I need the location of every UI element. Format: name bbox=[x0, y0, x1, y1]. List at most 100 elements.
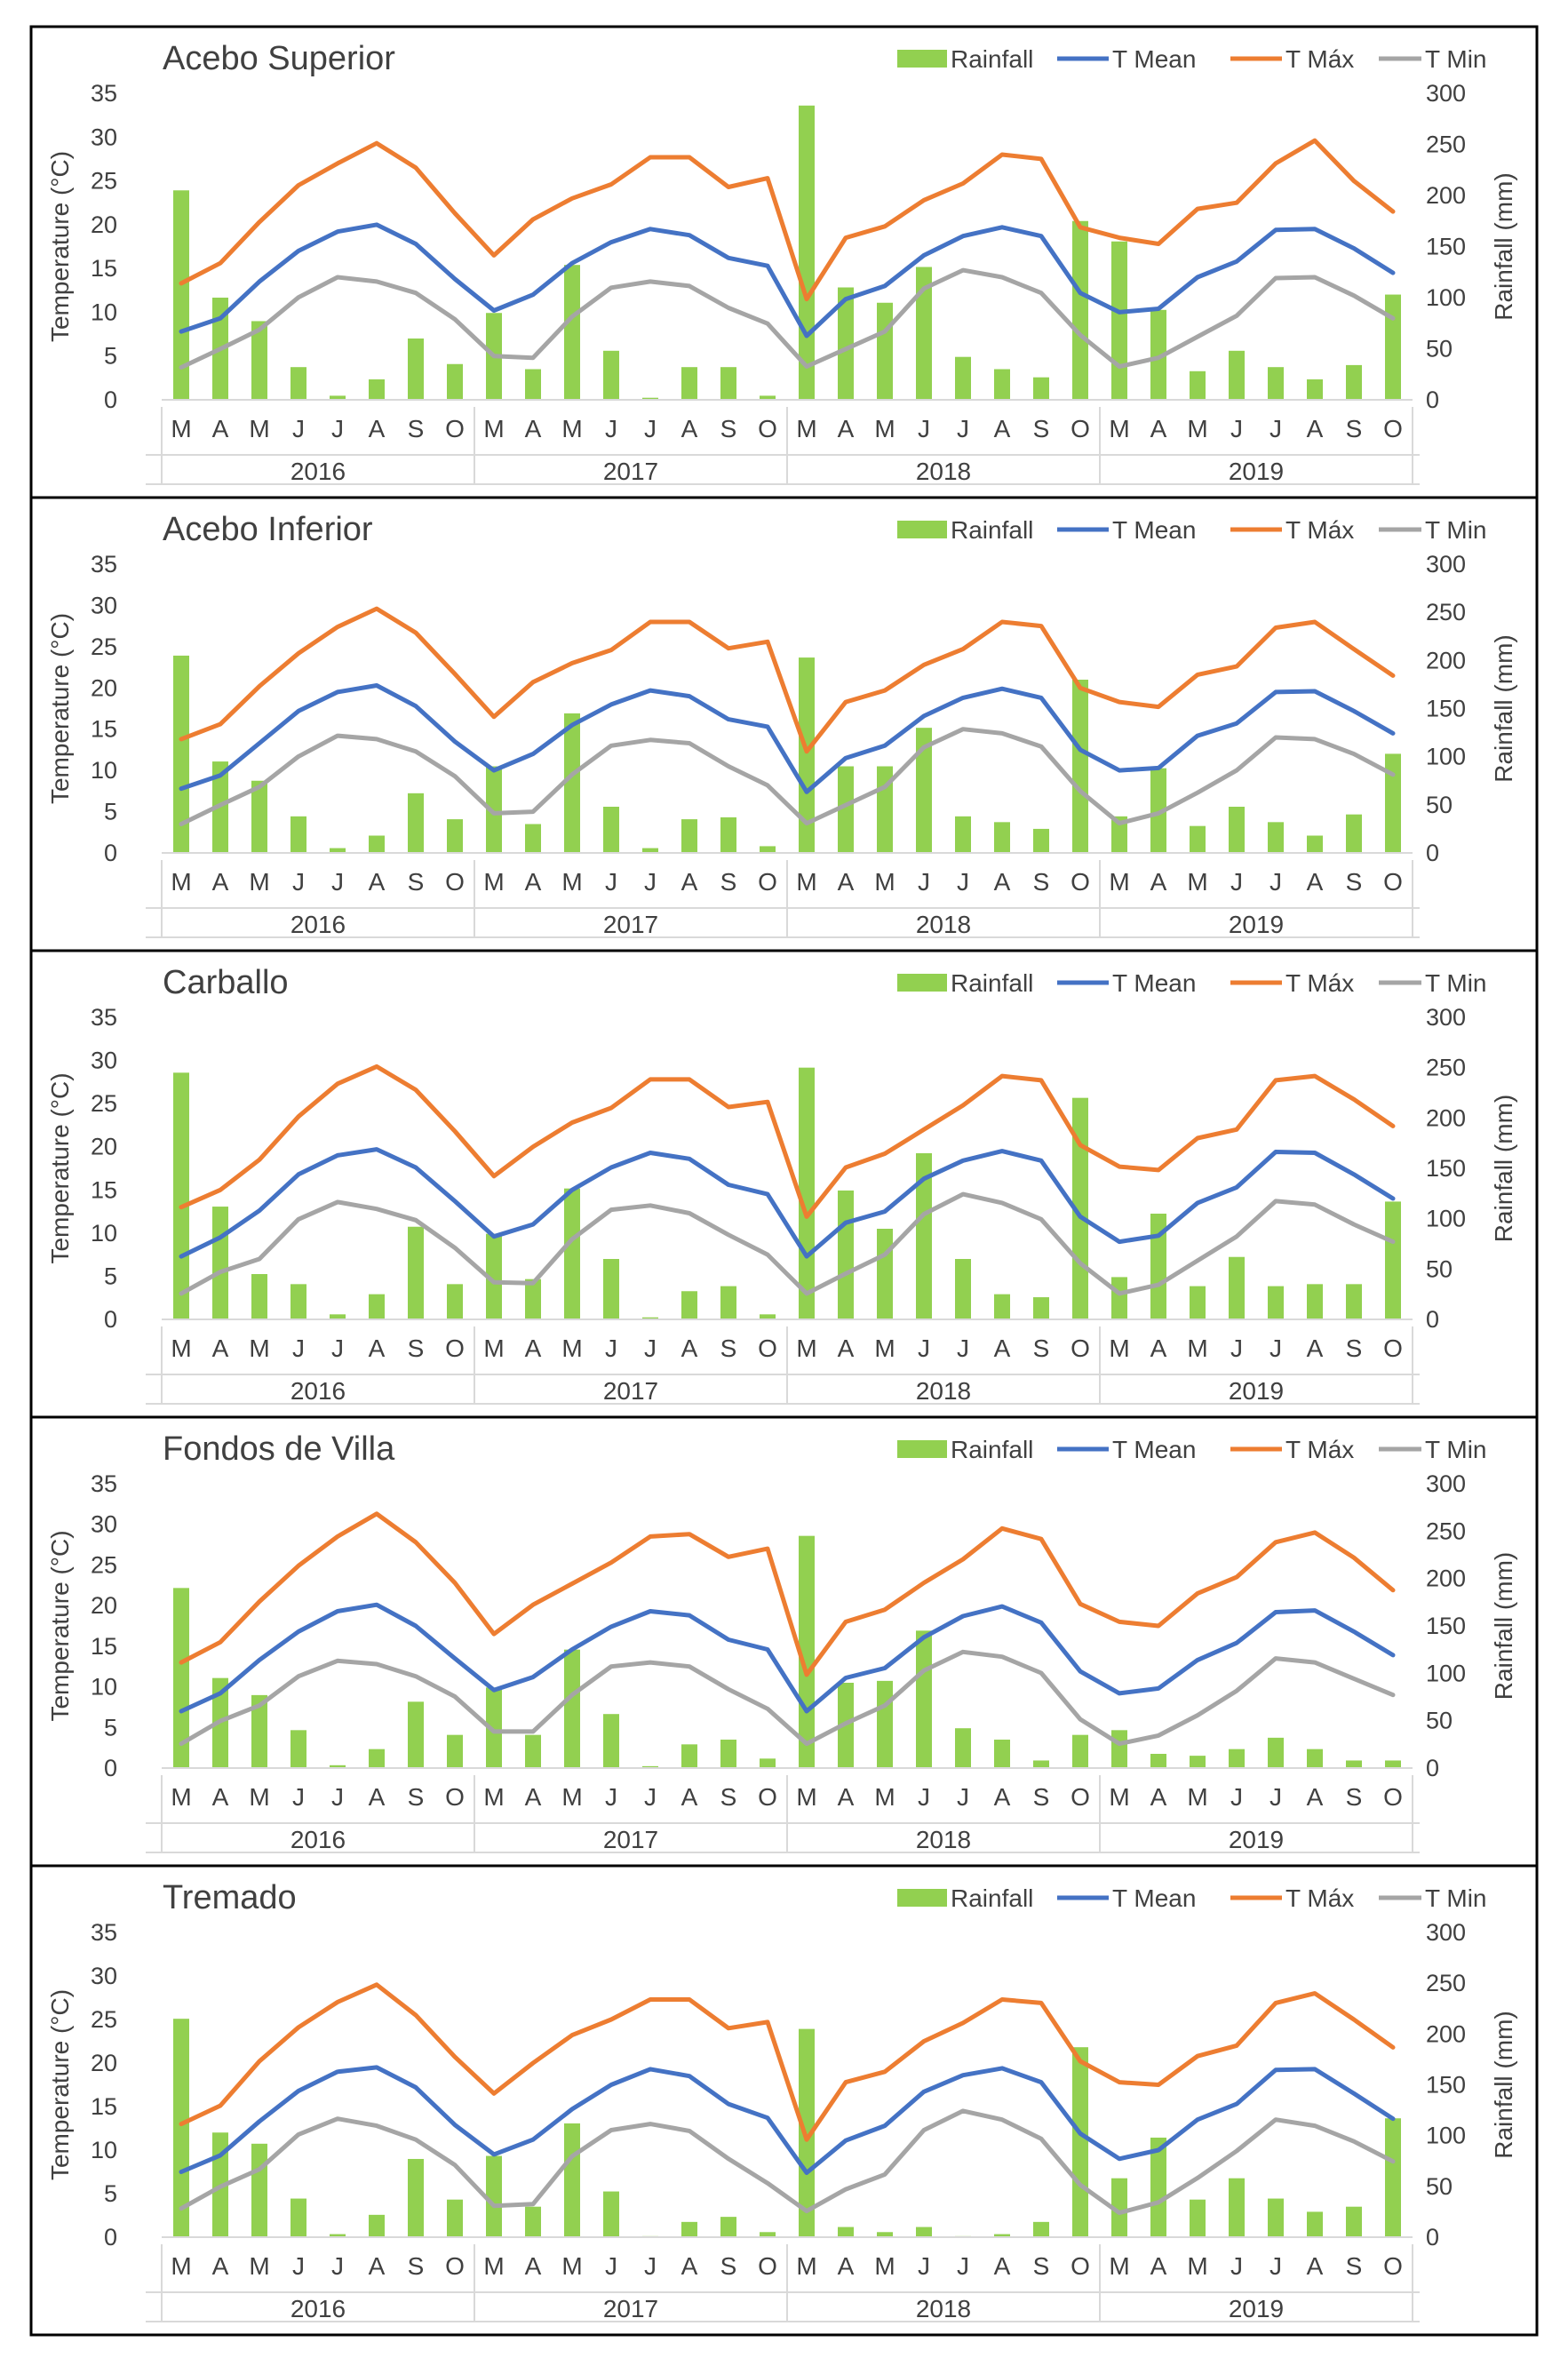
t-mean-line bbox=[179, 1147, 1396, 1259]
rainfall-bar bbox=[760, 1758, 776, 1768]
legend-swatch-rainfall bbox=[897, 521, 947, 538]
x-tick-label: S bbox=[1033, 415, 1050, 442]
rainfall-bar bbox=[955, 1728, 971, 1768]
rainfall-bar bbox=[408, 2158, 424, 2237]
legend: Rainfall T Mean T Máx T Min bbox=[897, 516, 1487, 544]
x-tick-label: M bbox=[171, 868, 191, 896]
rainfall-bar bbox=[1190, 825, 1206, 853]
rainfall-bar bbox=[642, 397, 658, 400]
rainfall-bar bbox=[330, 1314, 346, 1319]
x-tick-label: M bbox=[874, 868, 895, 896]
x-tick-label: A bbox=[525, 1334, 542, 1362]
rainfall-bar bbox=[720, 1286, 736, 1319]
rainfall-bar bbox=[916, 267, 932, 400]
x-tick-label: M bbox=[1187, 868, 1207, 896]
y2-tick-label: 100 bbox=[1426, 284, 1466, 311]
y-tick-label: 30 bbox=[91, 592, 117, 618]
x-tick-label: J bbox=[1270, 1783, 1282, 1811]
rainfall-bar bbox=[251, 1274, 267, 1319]
y2-tick-label: 100 bbox=[1426, 744, 1466, 770]
y-tick-label: 5 bbox=[104, 343, 117, 370]
y2-tick-label: 250 bbox=[1426, 1055, 1466, 1081]
y-tick-label: 25 bbox=[91, 1551, 117, 1578]
legend-label-t-max: T Máx bbox=[1285, 516, 1354, 544]
y-tick-label: 25 bbox=[91, 1090, 117, 1117]
y2-tick-label: 300 bbox=[1426, 1919, 1466, 1946]
x-tick-label: M bbox=[249, 415, 269, 442]
x-tick-label: J bbox=[331, 1783, 344, 1811]
y2-tick-label: 300 bbox=[1426, 551, 1466, 578]
rainfall-bar bbox=[642, 1317, 658, 1319]
x-tick-label: O bbox=[445, 868, 465, 896]
y-tick-label: 10 bbox=[91, 299, 117, 325]
rainfall-bar bbox=[1385, 2118, 1401, 2237]
x-tick-label: M bbox=[171, 1783, 191, 1811]
y2-tick-label: 200 bbox=[1426, 647, 1466, 673]
legend-label-t-max: T Máx bbox=[1285, 1884, 1354, 1912]
y2-tick-label: 0 bbox=[1426, 840, 1439, 866]
t-max-line bbox=[179, 1064, 1396, 1219]
rainfall-bar bbox=[525, 2206, 541, 2237]
rainfall-bar bbox=[994, 2234, 1010, 2237]
x-tick-label: M bbox=[874, 1783, 895, 1811]
t-min-line bbox=[179, 1649, 1396, 1747]
y-tick-label: 20 bbox=[91, 674, 117, 701]
t-mean-line bbox=[179, 1602, 1396, 1714]
x-tick-label: J bbox=[1230, 868, 1243, 896]
y2-tick-label: 300 bbox=[1426, 1004, 1466, 1031]
year-label: 2018 bbox=[916, 1826, 971, 1853]
rainfall-bar bbox=[291, 816, 306, 853]
y2-tick-label: 250 bbox=[1426, 1970, 1466, 1996]
x-tick-label: M bbox=[171, 2252, 191, 2280]
y-tick-label: 5 bbox=[104, 1714, 117, 1741]
x-tick-label: S bbox=[720, 2252, 737, 2280]
y2-tick-label: 200 bbox=[1426, 182, 1466, 209]
rainfall-bar bbox=[994, 1294, 1010, 1319]
year-label: 2016 bbox=[291, 1377, 346, 1405]
y-axis-title: Temperature (°C) bbox=[46, 151, 74, 342]
y2-tick-label: 50 bbox=[1426, 1708, 1453, 1734]
x-tick-label: M bbox=[249, 1334, 269, 1362]
y-tick-label: 15 bbox=[91, 2093, 117, 2120]
rainfall-bar bbox=[603, 807, 619, 853]
t-mean-line bbox=[179, 222, 1396, 339]
x-tick-label: M bbox=[483, 1334, 504, 1362]
y2-tick-label: 150 bbox=[1426, 1155, 1466, 1182]
y2-tick-label: 50 bbox=[1426, 1255, 1453, 1282]
x-tick-label: J bbox=[292, 868, 305, 896]
year-label: 2017 bbox=[603, 1826, 658, 1853]
year-label: 2019 bbox=[1229, 2295, 1284, 2322]
t-max-line bbox=[179, 1511, 1396, 1677]
y-tick-label: 25 bbox=[91, 2006, 117, 2033]
legend-label-t-min: T Min bbox=[1425, 1884, 1487, 1912]
legend-label-t-max: T Máx bbox=[1285, 969, 1354, 997]
y-tick-label: 30 bbox=[91, 1963, 117, 1989]
rainfall-bar bbox=[1150, 2137, 1166, 2237]
rainfall-bar bbox=[330, 395, 346, 400]
rainfall-bar bbox=[1033, 828, 1049, 853]
y-tick-label: 0 bbox=[104, 840, 117, 866]
legend-label-t-min: T Min bbox=[1425, 516, 1487, 544]
rainfall-bar bbox=[1072, 220, 1088, 400]
x-tick-label: O bbox=[1383, 1783, 1403, 1811]
rainfall-bar bbox=[564, 713, 580, 853]
x-tick-label: M bbox=[1109, 415, 1129, 442]
x-tick-label: J bbox=[292, 1783, 305, 1811]
x-tick-label: J bbox=[605, 2252, 617, 2280]
y-tick-label: 20 bbox=[91, 2050, 117, 2076]
rainfall-bar bbox=[838, 287, 854, 400]
x-tick-label: O bbox=[445, 1783, 465, 1811]
y2-tick-label: 150 bbox=[1426, 234, 1466, 260]
x-tick-label: M bbox=[483, 2252, 504, 2280]
rainfall-bar bbox=[525, 1279, 541, 1319]
y2-tick-label: 250 bbox=[1426, 1518, 1466, 1544]
x-tick-label: J bbox=[957, 415, 969, 442]
rainfall-bar bbox=[486, 1233, 502, 1319]
x-tick-label: J bbox=[957, 1334, 969, 1362]
x-tick-label: J bbox=[1270, 2252, 1282, 2280]
x-tick-label: A bbox=[838, 1334, 855, 1362]
x-tick-label: M bbox=[796, 868, 816, 896]
y2-tick-label: 50 bbox=[1426, 336, 1453, 362]
x-tick-label: S bbox=[408, 1783, 425, 1811]
rainfall-bar bbox=[212, 1207, 228, 1319]
